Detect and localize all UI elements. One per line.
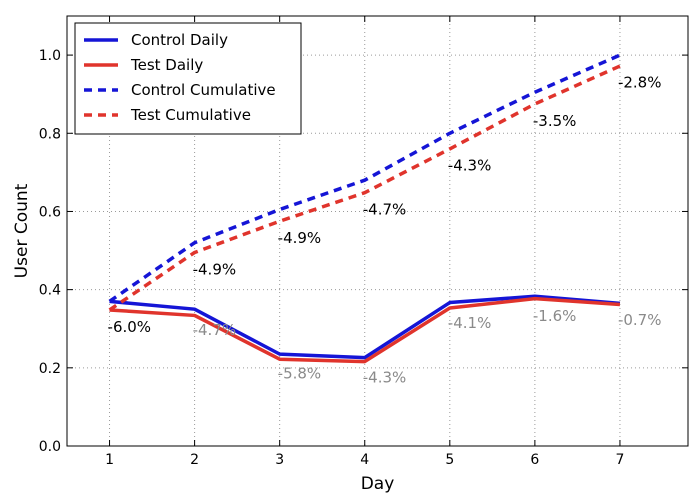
y-tick-label: 0.4 [39,283,61,299]
y-axis-label: User Count [12,183,32,278]
legend: Control Daily Test Daily Control Cumulativ… [74,22,302,135]
annotation-label: -0.7% [618,311,662,329]
series-line-test-cumulative [108,64,621,312]
legend-label: Control Cumulative [131,81,276,99]
axis-ticks: 1 2 3 4 5 6 7 0.0 0.2 0.4 0.6 0.8 1.0 [39,16,688,468]
x-tick-label: 1 [105,452,114,468]
legend-label: Test Cumulative [130,106,251,124]
legend-label: Control Daily [131,31,228,49]
series-line-test-daily [109,296,621,364]
series-line-control-cumulative [108,53,621,303]
x-tick-label: 5 [445,452,454,468]
x-tick-label: 3 [275,452,284,468]
annotation-label: -4.3% [363,369,407,387]
y-tick-label: 0.6 [39,204,61,220]
plot-frame [66,15,689,447]
annotation-label: -4.3% [448,157,492,175]
y-tick-label: 0.2 [39,361,61,377]
annotation-label: -5.8% [278,365,322,383]
annotation-label: -4.1% [448,314,492,332]
x-tick-label: 7 [615,452,624,468]
annotation-label: -4.9% [193,260,237,278]
x-tick-label: 4 [360,452,369,468]
annotation-label: -4.7% [363,201,407,219]
annotation-label: -2.8% [618,73,662,91]
x-tick-label: 2 [190,452,199,468]
annotation-label: -4.9% [278,229,322,247]
annotation-label: -3.5% [533,112,577,130]
y-tick-label: 0.8 [39,126,61,142]
annotation-label: -1.6% [533,307,577,325]
y-tick-label: 0.0 [39,439,61,455]
series-line-control-daily [109,294,621,360]
annotation-label: -6.0% [108,318,152,336]
x-axis-label: Day [361,474,395,494]
x-tick-label: 6 [530,452,539,468]
annotation-label: -4.7% [193,321,237,339]
y-tick-label: 1.0 [39,48,61,64]
legend-label: Test Daily [130,56,203,74]
annotations: -6.0% -4.7% -5.8% -4.3% -4.1% -1.6% -0.7% -4.9%… [108,73,662,386]
series-lines [108,53,621,364]
